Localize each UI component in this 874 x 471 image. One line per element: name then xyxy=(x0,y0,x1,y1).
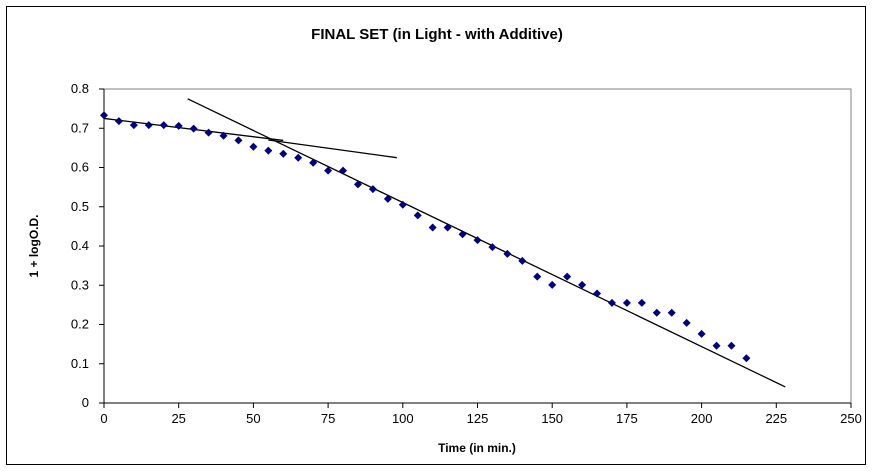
data-point xyxy=(100,111,108,120)
data-point xyxy=(727,341,736,350)
data-point xyxy=(144,121,153,130)
data-point xyxy=(637,298,646,307)
y-tick-label: 0.5 xyxy=(71,199,89,214)
data-point xyxy=(219,131,228,140)
axes: 0 25 50 75 100 125 150 175 200 225 250 0 0.1 0.2 0.3 0.… xyxy=(71,81,862,426)
data-point xyxy=(473,236,482,245)
data-point xyxy=(593,289,602,298)
y-tick-label: 0.2 xyxy=(71,317,89,332)
trendline xyxy=(187,98,786,388)
data-point xyxy=(742,354,751,363)
x-tick-label: 0 xyxy=(100,411,107,426)
data-point xyxy=(578,280,587,289)
data-point xyxy=(234,136,243,145)
data-point xyxy=(324,166,333,175)
data-point xyxy=(667,308,676,317)
data-point xyxy=(697,329,706,338)
plot-area xyxy=(103,88,852,404)
data-point xyxy=(682,318,691,327)
data-point xyxy=(353,180,362,189)
data-point xyxy=(204,128,213,137)
data-point xyxy=(622,298,631,307)
x-tick-label: 100 xyxy=(392,411,414,426)
y-tick-label: 0.8 xyxy=(71,81,89,96)
trendline xyxy=(268,139,397,159)
data-point xyxy=(383,194,392,203)
data-point xyxy=(189,124,198,133)
data-point xyxy=(652,308,661,317)
data-point xyxy=(428,223,437,232)
y-axis-label: 1 + logO.D. xyxy=(27,214,41,277)
x-tick-label: 250 xyxy=(840,411,862,426)
data-point xyxy=(443,223,452,232)
data-point xyxy=(294,153,303,162)
x-tick-label: 225 xyxy=(765,411,787,426)
x-tick-label: 125 xyxy=(467,411,489,426)
x-tick-label: 50 xyxy=(246,411,260,426)
data-point xyxy=(458,230,467,239)
x-tick-label: 200 xyxy=(691,411,713,426)
x-axis-label: Time (in min.) xyxy=(438,441,516,455)
x-tick-label: 25 xyxy=(171,411,185,426)
data-point xyxy=(264,146,273,155)
y-tick-label: 0.7 xyxy=(71,120,89,135)
data-point xyxy=(129,121,138,130)
y-tick-label: 0 xyxy=(82,395,89,410)
x-tick-label: 175 xyxy=(616,411,638,426)
data-point xyxy=(339,166,348,175)
data-points xyxy=(100,111,751,363)
data-point xyxy=(712,341,721,350)
data-point xyxy=(563,272,572,281)
data-point xyxy=(174,121,183,130)
data-point xyxy=(368,185,377,194)
y-tick-label: 0.3 xyxy=(71,277,89,292)
x-tick-label: 75 xyxy=(321,411,335,426)
data-point xyxy=(413,211,422,220)
data-point xyxy=(114,117,123,126)
y-tick-label: 0.6 xyxy=(71,160,89,175)
y-tick-label: 0.1 xyxy=(71,356,89,371)
chart-title: FINAL SET (in Light - with Additive) xyxy=(311,26,563,43)
data-point xyxy=(607,298,616,307)
data-point xyxy=(548,280,557,289)
data-point xyxy=(503,249,512,258)
data-point xyxy=(159,121,168,130)
data-point xyxy=(309,158,318,167)
data-point xyxy=(488,243,497,252)
x-tick-label: 150 xyxy=(541,411,563,426)
y-tick-label: 0.4 xyxy=(71,238,89,253)
data-point xyxy=(279,149,288,158)
data-point xyxy=(533,272,542,281)
data-point xyxy=(249,142,258,151)
data-point xyxy=(518,256,527,265)
data-point xyxy=(398,200,407,209)
